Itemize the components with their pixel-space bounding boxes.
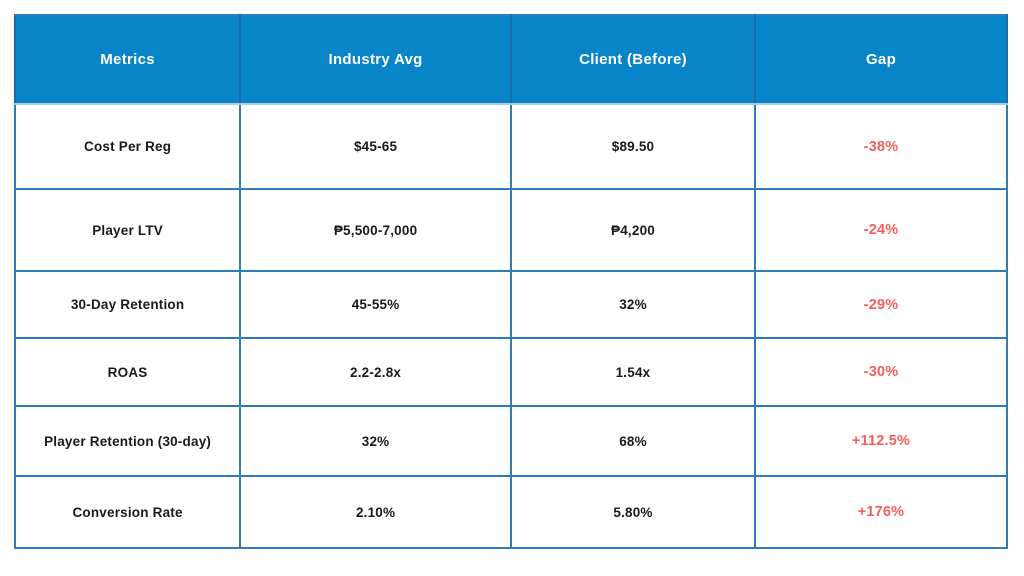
table-row: ROAS 2.2-2.8x 1.54x -30%: [13, 337, 1008, 407]
industry-avg-cell: 2.10%: [239, 475, 512, 549]
client-before-cell: 1.54x: [509, 337, 757, 407]
header-row: Metrics Industry Avg Client (Before) Gap: [13, 14, 1008, 105]
metric-cell: 30-Day Retention: [13, 270, 242, 339]
table-row: Player Retention (30-day) 32% 68% +112.5…: [13, 405, 1008, 477]
metric-cell: Player LTV: [13, 188, 242, 272]
industry-avg-cell: $45-65: [239, 103, 512, 190]
gap-cell: -38%: [754, 103, 1008, 190]
metric-cell: Conversion Rate: [13, 475, 242, 549]
table-row: 30-Day Retention 45-55% 32% -29%: [13, 270, 1008, 339]
header-cell-client-before: Client (Before): [509, 14, 757, 105]
header-cell-gap: Gap: [754, 14, 1008, 105]
table-row: Conversion Rate 2.10% 5.80% +176%: [13, 475, 1008, 549]
industry-avg-cell: 2.2-2.8x: [239, 337, 512, 407]
metrics-comparison-table: Metrics Industry Avg Client (Before) Gap…: [13, 14, 1008, 549]
header-cell-industry-avg: Industry Avg: [239, 14, 512, 105]
metric-cell: ROAS: [13, 337, 242, 407]
client-before-cell: 68%: [509, 405, 757, 477]
table-header: Metrics Industry Avg Client (Before) Gap: [13, 14, 1008, 105]
table-row: Cost Per Reg $45-65 $89.50 -38%: [13, 103, 1008, 190]
client-before-cell: ₱4,200: [509, 188, 757, 272]
gap-cell: -24%: [754, 188, 1008, 272]
client-before-cell: $89.50: [509, 103, 757, 190]
gap-cell: +112.5%: [754, 405, 1008, 477]
industry-avg-cell: ₱5,500-7,000: [239, 188, 512, 272]
gap-cell: -30%: [754, 337, 1008, 407]
industry-avg-cell: 32%: [239, 405, 512, 477]
industry-avg-cell: 45-55%: [239, 270, 512, 339]
table-row: Player LTV ₱5,500-7,000 ₱4,200 -24%: [13, 188, 1008, 272]
table-body: Cost Per Reg $45-65 $89.50 -38% Player L…: [13, 103, 1008, 549]
metric-cell: Cost Per Reg: [13, 103, 242, 190]
metric-cell: Player Retention (30-day): [13, 405, 242, 477]
gap-cell: +176%: [754, 475, 1008, 549]
client-before-cell: 32%: [509, 270, 757, 339]
header-cell-metrics: Metrics: [13, 14, 242, 105]
gap-cell: -29%: [754, 270, 1008, 339]
client-before-cell: 5.80%: [509, 475, 757, 549]
